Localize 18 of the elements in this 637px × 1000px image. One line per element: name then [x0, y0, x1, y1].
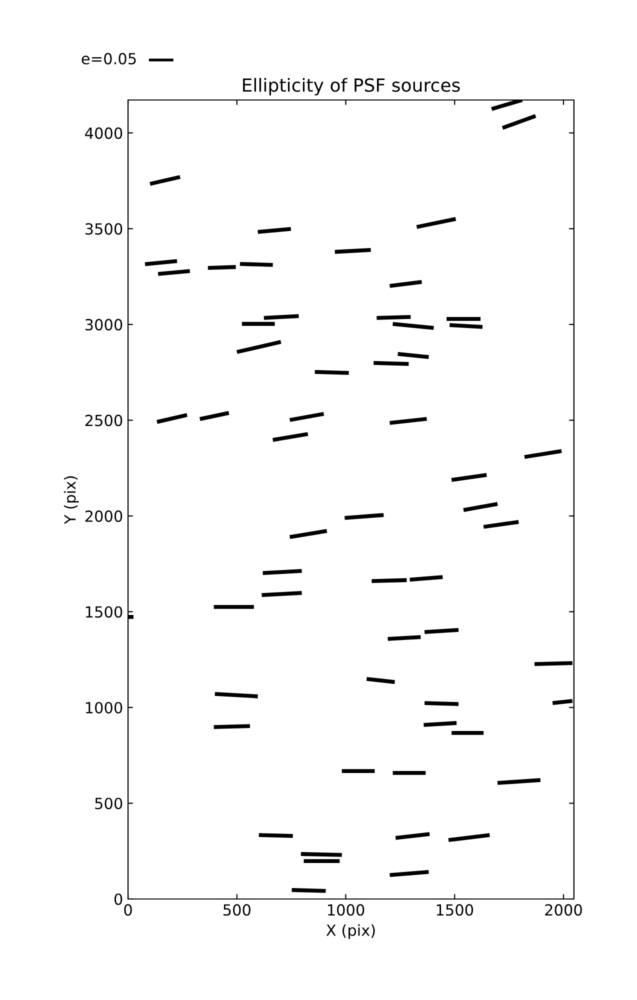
x-tick-label: 1500 — [436, 904, 474, 916]
y-tick-label: 3000 — [85, 318, 122, 330]
y-tick-label: 1500 — [86, 606, 122, 618]
x-tick-label: 1000 — [328, 904, 364, 916]
text: e=0.05 — [82, 52, 136, 64]
y-tick-label: 2000 — [85, 510, 122, 522]
y-tick-label: 0 — [114, 893, 122, 906]
y-tick-label: 2500 — [85, 414, 122, 426]
x-tick-label: 2000 — [545, 904, 582, 916]
y-axis-title: Y (pix) — [64, 476, 79, 524]
y-tick-label: 500 — [95, 798, 122, 810]
x-tick-label: 0 — [124, 904, 132, 916]
y-tick-label: 3500 — [85, 223, 122, 235]
y-tick-label: 4000 — [85, 127, 122, 139]
chart-title: Ellipticity of PSF sources — [243, 78, 460, 96]
x-axis-title: X (pix) — [326, 924, 375, 939]
x-tick-label: 500 — [224, 904, 250, 916]
y-tick-label: 1000 — [86, 702, 122, 714]
